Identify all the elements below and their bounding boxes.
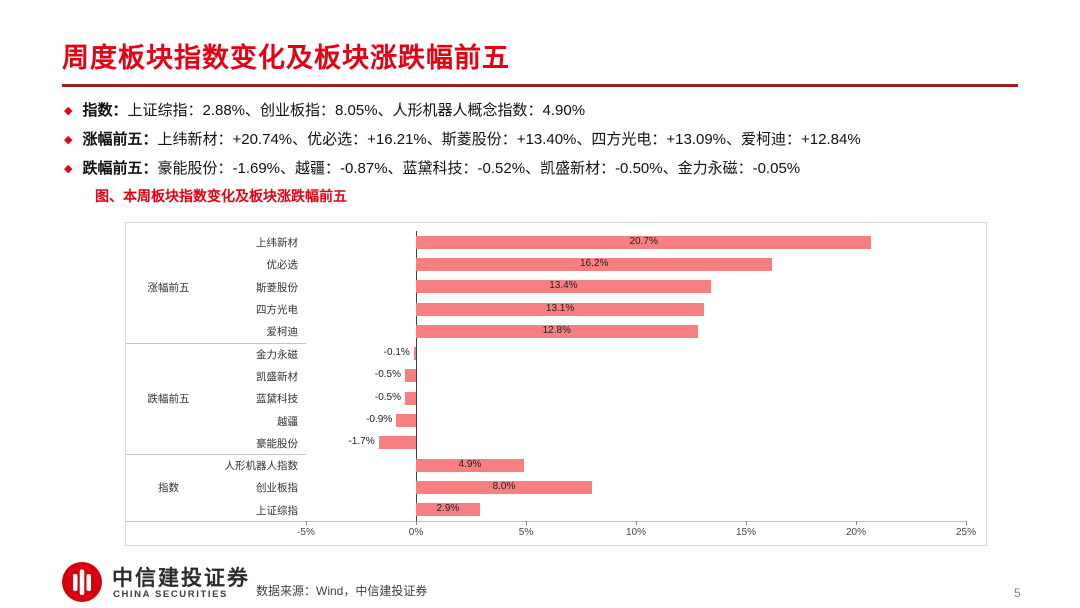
x-tick-mark xyxy=(636,521,637,525)
bar xyxy=(416,503,480,517)
bar-value-label: 20.7% xyxy=(629,235,658,247)
bullet-text: 上纬新材：+20.74%、优必选：+16.21%、斯菱股份：+13.40%、四方… xyxy=(157,131,861,148)
x-tick-mark xyxy=(746,521,747,525)
bar xyxy=(416,235,872,249)
bar xyxy=(413,347,416,361)
company-logo-icon xyxy=(62,562,102,602)
group-label: 涨幅前五 xyxy=(147,281,190,294)
x-axis-tick-label: 0% xyxy=(408,527,424,538)
group-label: 跌幅前五 xyxy=(147,393,190,406)
diamond-bullet-icon: ◆ xyxy=(64,134,73,146)
bullet-label: 指数： xyxy=(82,102,128,119)
bullet-top-losers: ◆ 跌幅前五：豪能股份：-1.69%、越疆：-0.87%、蓝黛科技：-0.52%… xyxy=(64,159,800,179)
bar xyxy=(416,280,711,294)
bar xyxy=(405,369,416,383)
group-label: 指数 xyxy=(158,482,179,495)
x-tick-mark xyxy=(526,521,527,525)
chart-plot-area: 上纬新材 20.7% 优必选 16.2% 斯菱股份 13.4% 四方光电 13.1% 爱柯迪 12… xyxy=(126,223,986,545)
bullet-top-gainers: ◆ 涨幅前五：上纬新材：+20.74%、优必选：+16.21%、斯菱股份：+13… xyxy=(64,130,861,150)
category-label: 蓝黛科技 xyxy=(256,393,298,406)
bar-value-label: 13.1% xyxy=(545,302,575,314)
category-label: 金力永磁 xyxy=(256,348,298,361)
bar-value-label: -0.9% xyxy=(366,414,393,426)
title-underline xyxy=(62,84,1018,87)
x-tick-mark xyxy=(856,521,857,525)
x-axis-tick-label: 20% xyxy=(845,527,866,538)
page-number: 5 xyxy=(1014,586,1021,600)
data-source-note: 数据来源：Wind，中信建投证券 xyxy=(256,584,428,598)
bullet-label: 跌幅前五： xyxy=(82,160,158,177)
bar-value-label: 13.4% xyxy=(549,280,578,292)
bar-value-label: 8.0% xyxy=(492,480,516,492)
category-label: 人形机器人指数 xyxy=(224,460,299,473)
category-label: 豪能股份 xyxy=(256,437,298,450)
x-axis-tick-label: 15% xyxy=(735,527,756,538)
zero-axis-line xyxy=(416,231,417,521)
bullet-content: 涨幅前五：上纬新材：+20.74%、优必选：+16.21%、斯菱股份：+13.4… xyxy=(82,130,860,150)
x-axis-tick-label: 5% xyxy=(518,527,534,538)
group-divider xyxy=(126,454,306,455)
category-label: 上纬新材 xyxy=(256,237,298,250)
bar-value-label: -0.1% xyxy=(383,347,410,359)
x-axis-tick-label: 10% xyxy=(625,527,646,538)
category-label: 凯盛新材 xyxy=(256,370,298,383)
bar xyxy=(416,458,524,472)
x-tick-mark xyxy=(966,521,967,525)
bar-value-label: -0.5% xyxy=(374,391,401,403)
bullet-content: 指数：上证综指：2.88%、创业板指：8.05%、人形机器人概念指数：4.90% xyxy=(82,101,585,121)
bullet-index: ◆ 指数：上证综指：2.88%、创业板指：8.05%、人形机器人概念指数：4.9… xyxy=(64,101,585,121)
bar xyxy=(396,414,416,428)
company-name-cn: 中信建投证券 xyxy=(112,567,250,590)
category-label: 四方光电 xyxy=(256,304,298,317)
x-axis-tick-label: 25% xyxy=(955,527,976,538)
bar xyxy=(416,302,705,316)
bar xyxy=(416,480,592,494)
x-tick-mark xyxy=(416,521,417,525)
bar xyxy=(416,324,698,338)
bar-value-label: 2.9% xyxy=(436,503,460,515)
bar-value-label: 16.2% xyxy=(580,257,609,269)
x-axis-tick-label: -5% xyxy=(297,527,315,538)
bullet-label: 涨幅前五： xyxy=(82,131,158,148)
bar-value-label: 12.8% xyxy=(542,324,571,336)
chart-title: 图、本周板块指数变化及板块涨跌幅前五 xyxy=(95,188,347,204)
company-name-en: CHINA SECURITIES xyxy=(113,589,228,600)
x-axis-line xyxy=(126,521,966,522)
category-label: 优必选 xyxy=(266,259,299,272)
group-divider xyxy=(126,342,306,344)
bar xyxy=(405,391,416,405)
page-title: 周度板块指数变化及板块涨跌幅前五 xyxy=(62,43,510,73)
bullet-text: 豪能股份：-1.69%、越疆：-0.87%、蓝黛科技：-0.52%、凯盛新材：-… xyxy=(157,160,801,177)
bar-value-label: -1.7% xyxy=(348,436,375,448)
category-label: 上证综指 xyxy=(256,504,298,517)
diamond-bullet-icon: ◆ xyxy=(64,105,73,117)
bar-value-label: 4.9% xyxy=(458,458,482,470)
bar-value-label: -0.5% xyxy=(374,369,401,381)
category-label: 越疆 xyxy=(277,415,298,428)
bar-chart: 上纬新材 20.7% 优必选 16.2% 斯菱股份 13.4% 四方光电 13.1% 爱柯迪 12… xyxy=(125,222,987,546)
x-tick-mark xyxy=(306,521,307,525)
category-label: 创业板指 xyxy=(256,482,298,495)
bar xyxy=(416,257,773,271)
category-label: 爱柯迪 xyxy=(266,326,299,339)
bar xyxy=(378,436,416,450)
category-label: 斯菱股份 xyxy=(256,281,298,294)
diamond-bullet-icon: ◆ xyxy=(64,163,73,175)
bullet-text: 上证综指：2.88%、创业板指：8.05%、人形机器人概念指数：4.90% xyxy=(127,102,586,119)
bullet-content: 跌幅前五：豪能股份：-1.69%、越疆：-0.87%、蓝黛科技：-0.52%、凯… xyxy=(82,159,800,179)
